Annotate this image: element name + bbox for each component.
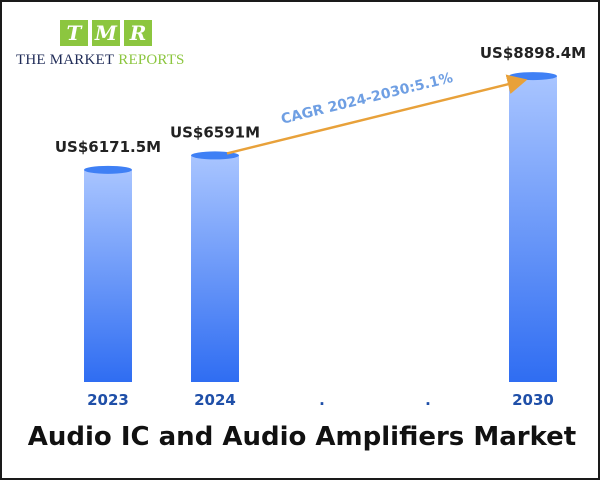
bar-cap-2023 bbox=[84, 165, 132, 174]
logo-letter: R bbox=[124, 20, 152, 46]
data-label-2023: US$6171.5M bbox=[55, 138, 161, 156]
logo-wordmark-part2: REPORTS bbox=[118, 52, 185, 68]
bar-2030 bbox=[509, 76, 557, 383]
logo-letter: T bbox=[60, 20, 88, 46]
bar-cap-2030 bbox=[509, 72, 557, 81]
data-label-2030: US$8898.4M bbox=[480, 44, 586, 62]
logo-letter-boxes: T M R bbox=[60, 20, 152, 46]
x-tick-label: . bbox=[319, 391, 325, 409]
bar-2023 bbox=[84, 169, 132, 382]
x-tick-label: . bbox=[425, 391, 431, 409]
x-tick-label: 2030 bbox=[512, 391, 554, 409]
chart-title: Audio IC and Audio Amplifiers Market bbox=[27, 422, 577, 452]
x-tick-label: 2023 bbox=[87, 391, 129, 409]
tmr-logo: T M R THE MARKET REPORTS bbox=[16, 20, 206, 72]
cagr-arrow bbox=[226, 74, 528, 155]
logo-wordmark: THE MARKET REPORTS bbox=[16, 52, 185, 69]
bar-2024 bbox=[191, 155, 239, 382]
data-label-2024: US$6591M bbox=[170, 123, 260, 141]
logo-letter: M bbox=[92, 20, 120, 46]
x-tick-label: 2024 bbox=[194, 391, 236, 409]
logo-wordmark-part1: THE MARKET bbox=[16, 52, 115, 68]
